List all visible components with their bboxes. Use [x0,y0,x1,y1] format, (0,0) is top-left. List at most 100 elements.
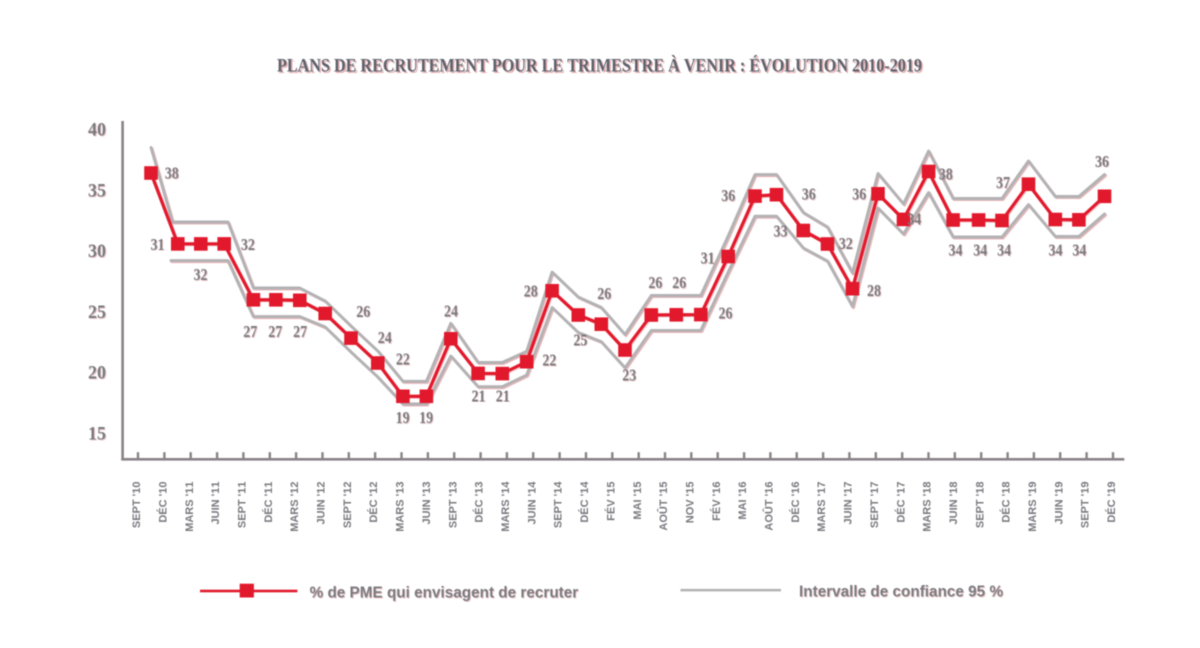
svg-text:FÉV '15: FÉV '15 [604,482,617,521]
svg-text:21: 21 [496,386,510,405]
svg-text:MARS '12: MARS '12 [289,482,301,532]
svg-text:PLANS DE RECRUTEMENT POUR LE T: PLANS DE RECRUTEMENT POUR LE TRIMESTRE À… [277,55,922,77]
svg-text:34: 34 [1073,242,1087,261]
svg-text:Intervalle de confiance 95 %: Intervalle de confiance 95 % [800,584,1004,601]
svg-text:25: 25 [89,303,107,324]
svg-text:MARS '14: MARS '14 [500,481,512,532]
svg-text:MARS '18: MARS '18 [922,482,934,532]
svg-text:DÉC '12: DÉC '12 [367,482,380,523]
svg-text:32: 32 [840,235,854,254]
svg-text:MARS '19: MARS '19 [1027,482,1039,532]
svg-text:26: 26 [356,302,370,321]
svg-text:36: 36 [1096,153,1110,172]
svg-text:31: 31 [701,249,715,268]
svg-text:36: 36 [852,185,866,204]
svg-text:22: 22 [397,351,411,370]
svg-text:DÉC '16: DÉC '16 [789,482,802,523]
svg-text:35: 35 [88,180,106,201]
svg-text:36: 36 [802,185,816,204]
svg-text:SEPT '17: SEPT '17 [869,482,881,529]
svg-text:JUIN '11: JUIN '11 [210,482,222,525]
svg-text:32: 32 [241,235,255,254]
svg-text:34: 34 [908,210,922,229]
svg-text:AOÛT '15: AOÛT '15 [657,482,670,531]
svg-text:25: 25 [574,331,588,350]
svg-text:28: 28 [524,282,538,301]
svg-text:27: 27 [268,322,282,341]
svg-text:27: 27 [293,322,307,341]
svg-text:JUIN '14: JUIN '14 [526,481,538,525]
svg-text:26: 26 [673,274,687,293]
svg-text:23: 23 [622,366,636,385]
svg-text:% de PME qui envisagent de rec: % de PME qui envisagent de recruter [311,585,580,602]
svg-text:JUIN '17: JUIN '17 [843,482,855,525]
svg-text:26: 26 [357,303,371,322]
svg-text:SEPT '18: SEPT '18 [974,482,986,529]
svg-text:34: 34 [997,241,1011,260]
svg-text:26: 26 [719,303,733,322]
svg-text:SEPT '10: SEPT '10 [131,482,143,529]
svg-text:34: 34 [907,209,921,228]
svg-text:31: 31 [702,249,716,268]
svg-text:MARS '17: MARS '17 [816,482,828,532]
svg-text:26: 26 [598,285,612,304]
svg-text:MAI '16: MAI '16 [737,482,749,520]
svg-text:19: 19 [396,408,410,427]
svg-text:24: 24 [379,329,393,348]
svg-text:21: 21 [472,386,486,405]
svg-text:JUIN '13: JUIN '13 [421,482,433,525]
svg-text:22: 22 [396,350,410,369]
svg-text:32: 32 [242,236,256,255]
svg-text:PLANS DE RECRUTEMENT POUR LE T: PLANS DE RECRUTEMENT POUR LE TRIMESTRE À… [279,56,924,78]
svg-text:36: 36 [1095,152,1109,171]
svg-text:26: 26 [649,274,663,293]
svg-text:20: 20 [89,364,107,385]
svg-text:36: 36 [803,186,817,205]
svg-text:21: 21 [472,387,486,406]
svg-text:DÉC '10: DÉC '10 [156,482,169,523]
svg-text:40: 40 [89,121,107,142]
svg-text:15: 15 [88,423,106,444]
svg-text:23: 23 [623,367,637,386]
svg-text:24: 24 [444,302,458,321]
svg-text:33: 33 [774,223,788,242]
svg-text:28: 28 [868,282,882,301]
svg-text:37: 37 [997,174,1011,193]
svg-text:SEPT '19: SEPT '19 [1080,482,1092,529]
svg-text:15: 15 [89,424,107,445]
svg-text:34: 34 [1072,241,1086,260]
svg-text:32: 32 [194,265,208,284]
svg-text:DÉC '13: DÉC '13 [473,482,486,523]
svg-text:19: 19 [397,409,411,428]
svg-text:36: 36 [721,186,735,205]
svg-text:JUIN '18: JUIN '18 [948,482,960,525]
svg-text:31: 31 [151,235,165,254]
svg-text:40: 40 [88,120,106,141]
svg-text:19: 19 [419,408,433,427]
svg-text:FÉV '16: FÉV '16 [710,482,723,521]
svg-text:34: 34 [973,241,987,260]
svg-text:SEPT '11: SEPT '11 [237,482,249,529]
svg-text:22: 22 [542,351,556,370]
svg-text:DÉC '18: DÉC '18 [1000,482,1013,523]
svg-text:34: 34 [1049,242,1063,261]
svg-text:27: 27 [294,323,308,342]
svg-text:DÉC '11: DÉC '11 [262,482,275,523]
svg-text:34: 34 [1049,241,1063,260]
svg-text:24: 24 [445,302,459,321]
svg-text:33: 33 [774,222,788,241]
svg-text:37: 37 [996,173,1010,192]
svg-text:38: 38 [166,164,180,183]
svg-text:38: 38 [940,166,954,185]
svg-text:DÉC '14: DÉC '14 [578,481,591,523]
svg-text:Intervalle de confiance 95 %: Intervalle de confiance 95 % [799,584,1003,601]
svg-text:34: 34 [949,241,963,260]
svg-text:38: 38 [165,164,179,183]
svg-text:27: 27 [243,322,257,341]
svg-text:30: 30 [88,241,106,262]
svg-text:36: 36 [722,187,736,206]
svg-text:26: 26 [597,284,611,303]
svg-text:AOÛT '16: AOÛT '16 [763,482,776,531]
svg-text:SEPT '13: SEPT '13 [447,482,459,529]
svg-text:NOV '15: NOV '15 [685,482,697,524]
